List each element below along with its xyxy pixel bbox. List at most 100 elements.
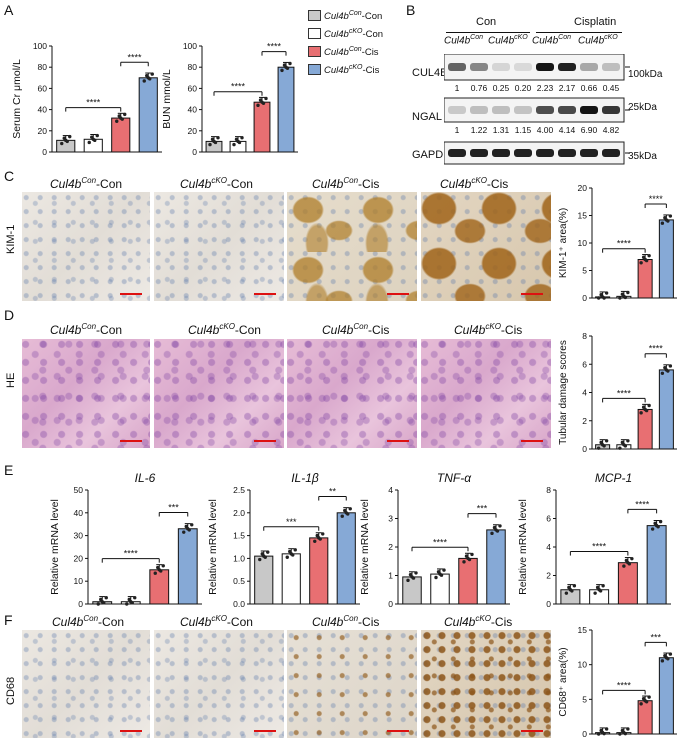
y-tick-label: 4 xyxy=(388,485,393,495)
wb-band xyxy=(580,63,598,71)
data-point xyxy=(161,564,165,568)
data-point xyxy=(604,439,609,443)
y-tick-label: 100 xyxy=(183,41,197,51)
f-label-1: Cul4bCon-Con xyxy=(52,614,125,629)
data-point xyxy=(639,702,643,706)
data-point xyxy=(157,568,161,572)
wb-band xyxy=(602,106,620,114)
row-label-kim1: KIM-1 xyxy=(5,224,17,254)
data-point xyxy=(414,571,418,575)
d-label-3: Cul4bCon-Cis xyxy=(322,322,390,337)
y-tick-label: 2 xyxy=(546,571,551,581)
y-tick-label: 1 xyxy=(388,571,393,581)
bar xyxy=(617,562,638,605)
sig-label: *** xyxy=(477,504,488,514)
sig-label: **** xyxy=(649,344,664,354)
y-tick-label: 50 xyxy=(74,485,84,495)
legend-label-sup-3: Con xyxy=(348,46,362,53)
wb-band xyxy=(514,63,532,71)
chart-bun: 0 20 40 60 80 100 BUN mmol/L **** **** xyxy=(161,41,298,157)
bar xyxy=(637,259,653,299)
data-point xyxy=(285,555,289,559)
y-axis-label: KIM-1⁺ area(%) xyxy=(558,208,569,278)
bar xyxy=(281,553,301,605)
cd68-micrograph-2 xyxy=(154,630,284,738)
legend-label-suffix-2: -Con xyxy=(362,29,384,41)
wb-group-con: Con xyxy=(476,16,497,28)
y-tick-label: 100 xyxy=(33,41,47,51)
y-tick-label: 5 xyxy=(582,694,587,704)
wb-quant: 6.90 xyxy=(581,125,598,135)
panel-letter-e: E xyxy=(4,462,14,478)
bar xyxy=(430,573,450,605)
data-point xyxy=(597,588,601,592)
y-tick-label: 80 xyxy=(38,62,48,72)
wb-quant: 1 xyxy=(455,125,460,135)
bar xyxy=(637,700,653,735)
legend-item-3: Cul4bCon-Cis xyxy=(308,44,418,58)
kim1-micrograph-1 xyxy=(22,192,150,301)
legend-item-2: Cul4bcKO-Con xyxy=(308,26,418,40)
sig-label: **** xyxy=(649,194,664,204)
data-point xyxy=(317,536,321,540)
data-point xyxy=(622,443,626,447)
y-tick-label: 0 xyxy=(78,599,83,609)
legend-label-suffix-3: -Cis xyxy=(361,47,379,59)
wb-quant: 0.25 xyxy=(493,83,510,93)
wb-band xyxy=(448,149,466,157)
cd68-micrograph-3 xyxy=(287,630,417,738)
c-label-3: Cul4bCon-Cis xyxy=(312,176,380,191)
data-point xyxy=(344,511,348,515)
y-tick-label: 20 xyxy=(578,183,588,193)
data-point xyxy=(288,61,292,66)
panel-letter-a: A xyxy=(4,2,14,18)
chart-serum-cr: 0 20 40 60 80 100 Serum Cr μmol/L **** **** xyxy=(11,41,162,157)
data-point xyxy=(643,257,647,262)
y-tick-label: 20 xyxy=(38,126,48,136)
sig-label: **** xyxy=(617,388,632,398)
wb-marker-25kda: 25kDa xyxy=(628,102,657,113)
legend-label-base-3: Cul4b xyxy=(324,47,349,59)
data-point xyxy=(240,135,244,140)
bar xyxy=(149,569,170,605)
wb-band xyxy=(558,106,576,114)
data-point xyxy=(125,602,129,606)
data-point xyxy=(216,135,220,140)
y-tick-label: 0 xyxy=(582,444,587,454)
wb-quant: 2.23 xyxy=(537,83,554,93)
sig-label: **** xyxy=(592,542,607,552)
data-point xyxy=(600,730,605,735)
bar xyxy=(402,576,422,605)
row-label-cd68: CD68 xyxy=(5,676,17,705)
data-point xyxy=(153,571,157,575)
y-axis-label: Relative mRNA level xyxy=(359,499,371,595)
bar xyxy=(560,589,581,605)
data-point xyxy=(626,439,630,443)
data-point xyxy=(622,730,626,735)
bar xyxy=(254,555,274,605)
data-point xyxy=(348,507,352,511)
wb-quant: 0.66 xyxy=(581,83,598,93)
y-tick-label: 0.5 xyxy=(233,576,245,586)
y-tick-label: 20 xyxy=(188,126,198,136)
y-axis-label: CD68⁺ area(%) xyxy=(558,647,569,716)
data-point xyxy=(289,552,293,556)
wb-band xyxy=(470,106,488,114)
wb-row-label-gapdh: GAPDH xyxy=(412,149,452,161)
bar xyxy=(658,657,674,735)
cd68-micrograph-4 xyxy=(421,630,551,738)
y-tick-label: 15 xyxy=(578,211,588,221)
wb-lane-label-2: Cul4bcKO xyxy=(488,34,528,47)
wb-band xyxy=(514,106,532,114)
data-point xyxy=(321,532,325,536)
wb-row-label-cul4b: CUL4B xyxy=(412,67,448,79)
data-point xyxy=(660,221,665,225)
wb-quant: 1.15 xyxy=(515,125,532,135)
wb-band xyxy=(580,149,598,157)
data-point xyxy=(258,557,262,562)
y-tick-label: 80 xyxy=(188,62,198,72)
data-point xyxy=(87,140,91,145)
f-label-3: Cul4bCon-Cis xyxy=(312,614,380,629)
